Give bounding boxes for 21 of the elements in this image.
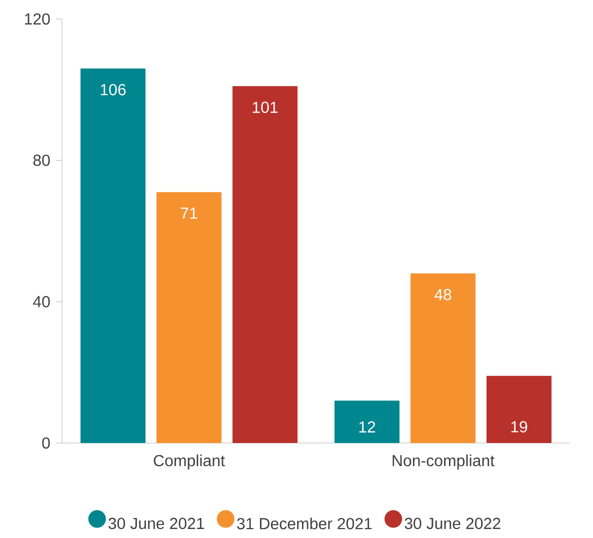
bar xyxy=(410,273,476,443)
legend-label: 31 December 2021 xyxy=(237,518,372,530)
bar xyxy=(232,86,298,443)
legend-label: 30 June 2022 xyxy=(404,518,500,530)
y-tick-label: 0 xyxy=(42,437,50,449)
x-tick-label: Non-compliant xyxy=(392,454,494,470)
y-tick-label: 40 xyxy=(33,296,50,308)
data-label: 19 xyxy=(511,421,528,432)
bar xyxy=(80,68,146,443)
bar xyxy=(334,400,400,443)
legend-label: 30 June 2021 xyxy=(108,518,204,530)
bar xyxy=(156,192,222,443)
x-tick-label: Compliant xyxy=(154,454,225,470)
data-label: 12 xyxy=(359,421,376,432)
bar xyxy=(486,376,552,443)
data-label: 106 xyxy=(100,84,126,96)
y-tick-label: 80 xyxy=(33,154,50,166)
data-label: 48 xyxy=(434,288,452,300)
data-label: 101 xyxy=(252,102,278,113)
y-tick-label: 120 xyxy=(24,13,50,25)
data-label: 71 xyxy=(180,208,198,219)
